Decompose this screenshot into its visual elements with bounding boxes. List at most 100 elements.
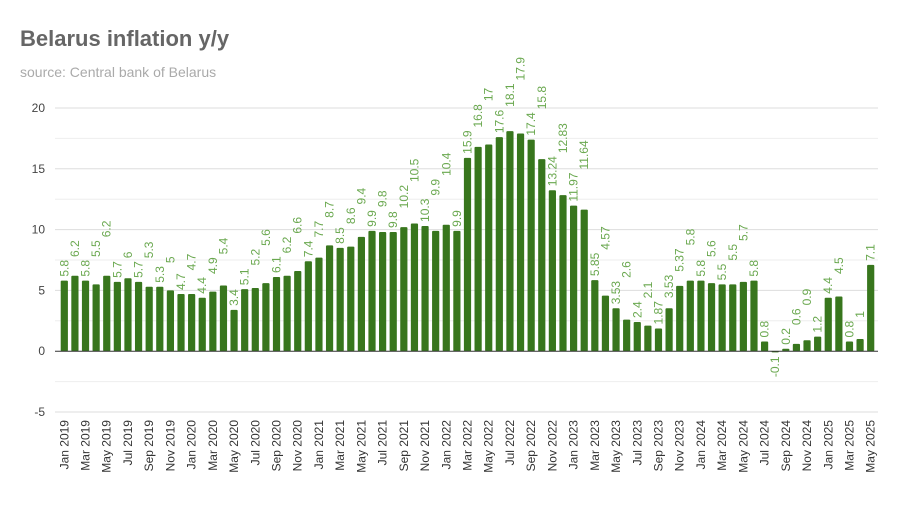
data-label: 10.3 [418, 198, 432, 222]
bar [463, 157, 472, 352]
bar [410, 223, 419, 352]
x-tick-label: Mar 2025 [842, 420, 856, 471]
data-label: 5.8 [57, 260, 71, 277]
x-tick-label: Sep 2022 [524, 420, 538, 472]
data-label: 8.6 [344, 207, 358, 224]
data-label: 7.7 [312, 221, 326, 238]
bar [824, 297, 832, 352]
x-tick-label: May 2019 [100, 420, 114, 473]
bar [166, 290, 175, 352]
x-tick-label: May 2023 [609, 420, 623, 473]
data-label: 6.6 [291, 217, 305, 234]
x-tick-label: May 2022 [482, 420, 496, 473]
data-label: 4.5 [832, 257, 846, 274]
data-label: 9.9 [365, 210, 379, 227]
data-label: 5.2 [248, 248, 262, 265]
data-label: 4.57 [598, 226, 612, 250]
bar [103, 275, 111, 352]
data-label: 0.6 [789, 308, 803, 325]
data-label: 5.3 [153, 266, 167, 283]
bar [591, 280, 599, 352]
bar [379, 232, 387, 352]
data-label: 9.8 [376, 190, 390, 207]
bar [570, 205, 578, 352]
data-label: 2.1 [641, 281, 655, 298]
x-tick-label: Sep 2021 [397, 420, 411, 472]
bar [856, 339, 864, 352]
x-tick-label: Jan 2020 [185, 420, 199, 470]
x-tick-label: Jul 2019 [121, 420, 135, 466]
data-label: 12.83 [556, 123, 570, 153]
bar [283, 275, 291, 352]
data-label: 15.8 [535, 86, 549, 110]
bar [792, 343, 801, 352]
x-tick-label: Nov 2021 [418, 420, 432, 472]
bar [548, 190, 556, 352]
bar [156, 286, 164, 352]
data-label: 5.6 [705, 240, 719, 257]
x-tick-label: Mar 2021 [333, 420, 347, 471]
bar [527, 139, 535, 352]
data-label: 9.9 [429, 179, 443, 196]
bar [612, 308, 620, 352]
data-label: 0.9 [800, 288, 814, 305]
bar [845, 341, 854, 352]
data-label: 5.5 [726, 244, 740, 261]
bar [209, 291, 217, 352]
data-label: 17.9 [514, 57, 528, 81]
bar [294, 270, 302, 352]
data-label: 5.85 [588, 252, 602, 276]
data-label: 6.2 [280, 236, 294, 253]
bar [60, 280, 68, 352]
bar [495, 137, 503, 352]
data-label: 5.37 [673, 248, 687, 272]
x-tick-label: Mar 2023 [588, 420, 602, 471]
x-tick-label: Sep 2024 [779, 420, 793, 472]
data-label: 5.5 [715, 263, 729, 280]
bar [516, 133, 525, 352]
x-tick-label: May 2020 [227, 420, 241, 473]
bar [421, 225, 429, 352]
data-label: 7.1 [864, 244, 878, 261]
x-tick-label: Nov 2023 [673, 420, 687, 472]
data-label: 5.8 [79, 260, 93, 277]
data-label: 9.9 [450, 210, 464, 227]
data-label: 4.4 [195, 277, 209, 294]
bar [357, 236, 365, 352]
data-label: 16.8 [471, 104, 485, 128]
data-label: 1.2 [811, 316, 825, 333]
data-label: 4.7 [185, 253, 199, 270]
bar [251, 287, 259, 352]
data-label: 9.4 [354, 187, 368, 204]
x-tick-label: Mar 2019 [79, 420, 93, 471]
data-label: 5.4 [216, 237, 230, 254]
data-label: 17.6 [492, 110, 506, 134]
bar [506, 131, 514, 352]
bar [760, 341, 769, 352]
x-tick-label: Mar 2020 [206, 420, 220, 471]
bar [400, 227, 408, 352]
data-label: 17 [482, 87, 496, 101]
x-tick-label: Sep 2023 [651, 420, 665, 472]
bar [81, 280, 90, 352]
chart-title: Belarus inflation y/y [20, 26, 230, 51]
bar [336, 247, 344, 352]
x-tick-label: May 2025 [864, 420, 878, 473]
bar [739, 281, 747, 352]
data-label: 3.53 [609, 281, 623, 305]
bar [389, 232, 397, 352]
bar [580, 209, 588, 352]
bar [644, 325, 652, 352]
bar [665, 308, 673, 352]
x-tick-label: Jul 2023 [630, 420, 644, 466]
bar [782, 348, 790, 352]
bar [71, 275, 79, 352]
data-label: 0.2 [779, 328, 793, 345]
bar [654, 328, 663, 352]
x-tick-label: Jul 2020 [248, 420, 262, 466]
data-label: 2.4 [630, 301, 644, 318]
data-label: 8.7 [323, 201, 337, 218]
bar [325, 245, 334, 352]
x-tick-label: May 2024 [736, 420, 750, 473]
